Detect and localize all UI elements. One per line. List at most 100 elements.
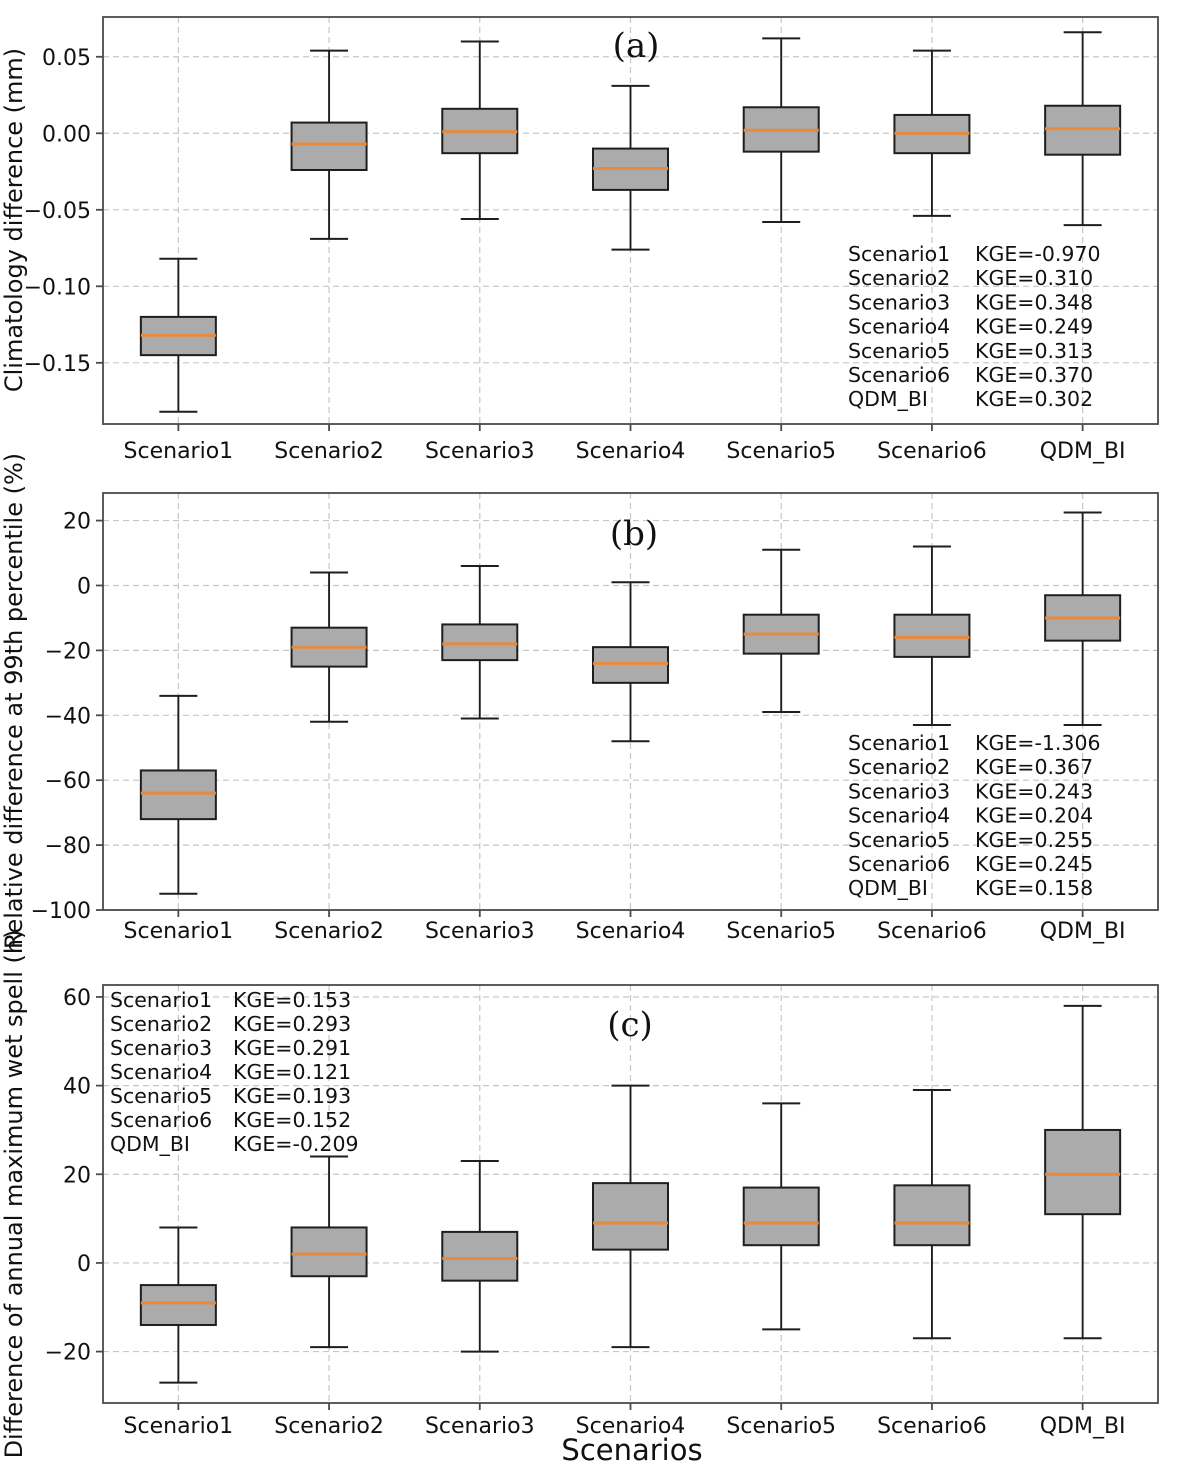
- y-tick-label: −80: [45, 834, 91, 859]
- y-tick-label: 0.00: [42, 122, 91, 147]
- y-tick-label: 0: [77, 1252, 91, 1277]
- kge-entry-value: KGE=0.249: [975, 315, 1093, 339]
- y-tick-label: 60: [63, 986, 91, 1011]
- kge-entry-value: KGE=-1.306: [975, 731, 1101, 755]
- y-axis-label-c: Difference of annual maximum wet spell (…: [0, 930, 28, 1459]
- kge-entry-name: Scenario1: [110, 988, 212, 1012]
- y-tick-label: −0.05: [24, 199, 91, 224]
- y-tick-label: −20: [45, 1341, 91, 1366]
- iqr-box: [139, 1284, 217, 1326]
- kge-entry-name: QDM_BI: [848, 387, 928, 412]
- x-tick-label: Scenario3: [425, 439, 535, 464]
- iqr-box: [139, 769, 217, 821]
- x-tick-label: Scenario4: [576, 919, 686, 944]
- box-Scenario1: [139, 1226, 217, 1384]
- box-Scenario2: [290, 571, 368, 723]
- x-axis-label: Scenarios: [561, 1433, 702, 1467]
- kge-entry-name: Scenario6: [110, 1108, 212, 1132]
- kge-entry-value: KGE=0.293: [233, 1012, 351, 1036]
- panel-letter-b: (b): [610, 514, 658, 554]
- kge-entry-value: KGE=-0.970: [975, 242, 1101, 266]
- kge-entry-name: Scenario2: [848, 755, 950, 779]
- box-Scenario6: [893, 545, 971, 727]
- kge-entry-name: Scenario4: [848, 315, 950, 339]
- x-tick-label: Scenario1: [124, 1414, 234, 1439]
- kge-entry-value: KGE=-0.209: [233, 1132, 359, 1156]
- box-Scenario1: [139, 257, 217, 413]
- panel-letter-c: (c): [607, 1005, 653, 1045]
- y-tick-label: −60: [45, 769, 91, 794]
- box-Scenario3: [441, 565, 519, 720]
- kge-entry-value: KGE=0.243: [975, 779, 1093, 803]
- x-tick-label: Scenario1: [124, 439, 234, 464]
- x-tick-label: Scenario2: [274, 1414, 384, 1439]
- kge-entry-name: Scenario2: [848, 266, 950, 290]
- x-tick-label: Scenario2: [274, 439, 384, 464]
- y-tick-label: −40: [45, 704, 91, 729]
- kge-entry-value: KGE=0.255: [975, 828, 1093, 852]
- x-tick-label: Scenario3: [425, 919, 535, 944]
- kge-entry-value: KGE=0.302: [975, 387, 1093, 411]
- y-axis-label-a: Climatology difference (mm): [0, 48, 28, 392]
- kge-entry-name: Scenario5: [848, 339, 950, 363]
- x-tick-label: Scenario4: [576, 1414, 686, 1439]
- kge-entry-name: Scenario6: [848, 363, 950, 387]
- kge-entry-value: KGE=0.367: [975, 755, 1093, 779]
- box-QDM_BI: [1044, 511, 1122, 727]
- x-tick-label: Scenario6: [877, 919, 987, 944]
- box-Scenario5: [742, 548, 820, 714]
- kge-entry-value: KGE=0.153: [233, 988, 351, 1012]
- iqr-box: [290, 121, 368, 172]
- x-tick-label: Scenario5: [726, 1414, 836, 1439]
- kge-entry-value: KGE=0.313: [975, 339, 1093, 363]
- kge-entry-name: Scenario5: [848, 828, 950, 852]
- x-tick-label: Scenario3: [425, 1414, 535, 1439]
- y-tick-label: −20: [45, 639, 91, 664]
- kge-entry-name: Scenario2: [110, 1012, 212, 1036]
- kge-entry-name: QDM_BI: [110, 1132, 190, 1157]
- iqr-box: [592, 1182, 669, 1251]
- kge-entry-name: Scenario1: [848, 242, 950, 266]
- x-tick-label: Scenario4: [576, 439, 686, 464]
- kge-entry-value: KGE=0.348: [975, 290, 1093, 314]
- y-tick-label: −0.10: [24, 275, 91, 300]
- kge-entry-value: KGE=0.121: [233, 1060, 351, 1084]
- kge-entry-value: KGE=0.245: [975, 852, 1093, 876]
- iqr-box: [1044, 1128, 1122, 1216]
- box-Scenario3: [441, 1159, 519, 1353]
- kge-entry-value: KGE=0.310: [975, 266, 1093, 290]
- kge-entry-name: Scenario5: [110, 1084, 212, 1108]
- box-Scenario2: [290, 1155, 368, 1349]
- y-tick-label: 0: [77, 574, 91, 599]
- iqr-box: [893, 613, 971, 658]
- x-tick-label: Scenario6: [877, 1414, 987, 1439]
- x-tick-label: QDM_BI: [1040, 439, 1126, 464]
- y-tick-label: −0.15: [24, 352, 91, 377]
- iqr-box: [592, 646, 669, 684]
- kge-entry-name: Scenario3: [848, 779, 950, 803]
- box-Scenario4: [592, 84, 669, 251]
- iqr-box: [441, 623, 519, 662]
- iqr-box: [1044, 104, 1122, 156]
- kge-entry-value: KGE=0.204: [975, 804, 1093, 828]
- kge-entry-name: Scenario1: [848, 731, 950, 755]
- iqr-box: [893, 1184, 971, 1247]
- kge-entry-value: KGE=0.158: [975, 876, 1093, 900]
- kge-entry-value: KGE=0.193: [233, 1084, 351, 1108]
- x-tick-label: QDM_BI: [1040, 919, 1126, 944]
- iqr-box: [290, 1226, 368, 1278]
- y-tick-label: 0.05: [42, 46, 91, 71]
- x-tick-label: Scenario1: [124, 919, 234, 944]
- box-QDM_BI: [1044, 31, 1122, 227]
- y-tick-label: 40: [63, 1075, 91, 1100]
- x-tick-label: Scenario5: [726, 919, 836, 944]
- kge-entry-name: Scenario6: [848, 852, 950, 876]
- box-Scenario4: [592, 581, 669, 743]
- y-tick-label: 20: [63, 510, 91, 535]
- kge-entry-value: KGE=0.152: [233, 1108, 351, 1132]
